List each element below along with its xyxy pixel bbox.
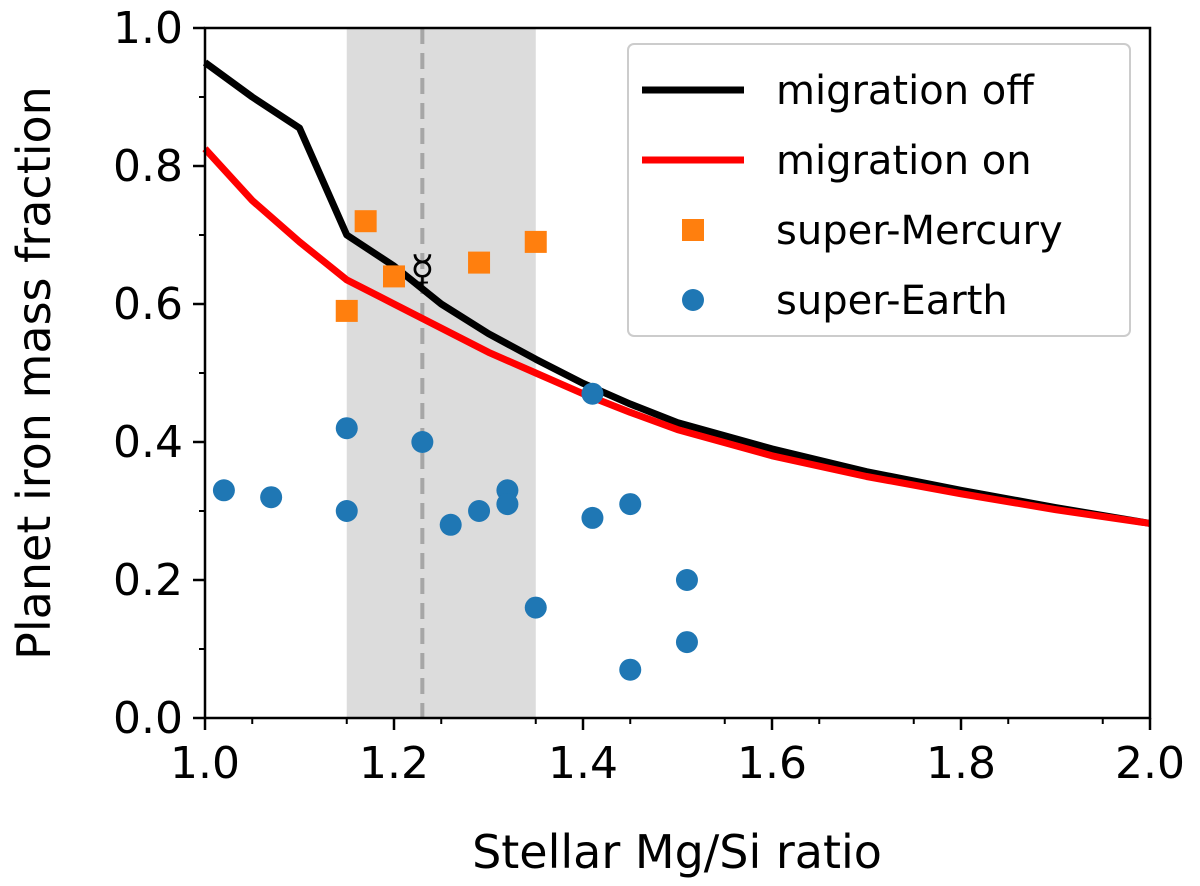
legend-swatch-super-mercury <box>682 219 704 241</box>
super-earth-point <box>675 631 698 654</box>
y-tick-label: 0.4 <box>113 417 183 468</box>
super-earth-point <box>260 486 283 509</box>
shaded-band <box>346 28 536 718</box>
y-axis-label: Planet iron mass fraction <box>7 86 61 660</box>
super-earth-point <box>524 596 547 619</box>
super-mercury-point <box>335 299 358 322</box>
x-tick-label: 2.0 <box>1115 738 1185 789</box>
markers-layer: ☿ <box>212 210 698 681</box>
shaded-band-layer <box>346 28 536 718</box>
legend-box <box>627 43 1131 337</box>
y-tick-label: 0.6 <box>113 279 183 330</box>
super-earth-point <box>619 658 642 681</box>
legend-label-super-earth: super-Earth <box>776 278 1008 324</box>
super-earth-point <box>468 500 491 522</box>
axes-layer: 1.0 1.2 1.4 1.6 1.8 2.0 0.0 0.2 0.4 0.6 0.8 1.0 <box>113 3 1185 789</box>
x-tick-label: 1.8 <box>926 738 996 789</box>
super-mercury-point <box>524 230 547 253</box>
legend: migration off migration on super-Mercury su… <box>627 43 1131 337</box>
legend-label-super-mercury: super-Mercury <box>776 208 1063 254</box>
super-mercury-point <box>468 251 491 274</box>
legend-label-migration-off: migration off <box>776 68 1035 114</box>
super-earth-point <box>411 431 434 453</box>
x-tick-label: 1.0 <box>170 738 240 789</box>
super-earth-point <box>675 569 698 591</box>
legend-swatch-super-earth <box>682 289 704 311</box>
super-earth-point <box>619 493 642 516</box>
super-earth-point <box>581 506 604 529</box>
series-lines-layer <box>202 59 1151 527</box>
legend-label-migration-on: migration on <box>776 138 1032 184</box>
x-tick-label: 1.2 <box>359 738 429 789</box>
y-tick-label: 1.0 <box>113 3 183 54</box>
y-tick-label: 0.2 <box>113 555 183 606</box>
super-earth-point <box>212 479 235 502</box>
super-earth-point <box>439 513 462 536</box>
series-line-migration-off <box>202 59 1151 527</box>
mercury-symbol: ☿ <box>410 248 435 294</box>
super-earth-point <box>496 493 519 516</box>
super-earth-point <box>335 500 358 522</box>
x-tick-label: 1.4 <box>548 738 618 789</box>
x-axis-label: Stellar Mg/Si ratio <box>472 825 882 879</box>
super-mercury-point <box>354 210 377 233</box>
x-tick-label: 1.6 <box>737 738 807 789</box>
series-line-migration-on <box>202 146 1151 527</box>
super-mercury-point <box>383 265 405 288</box>
super-earth-point <box>581 382 604 405</box>
super-earth-point <box>335 417 358 440</box>
y-tick-label: 0.0 <box>113 693 183 744</box>
y-tick-label: 0.8 <box>113 141 183 192</box>
